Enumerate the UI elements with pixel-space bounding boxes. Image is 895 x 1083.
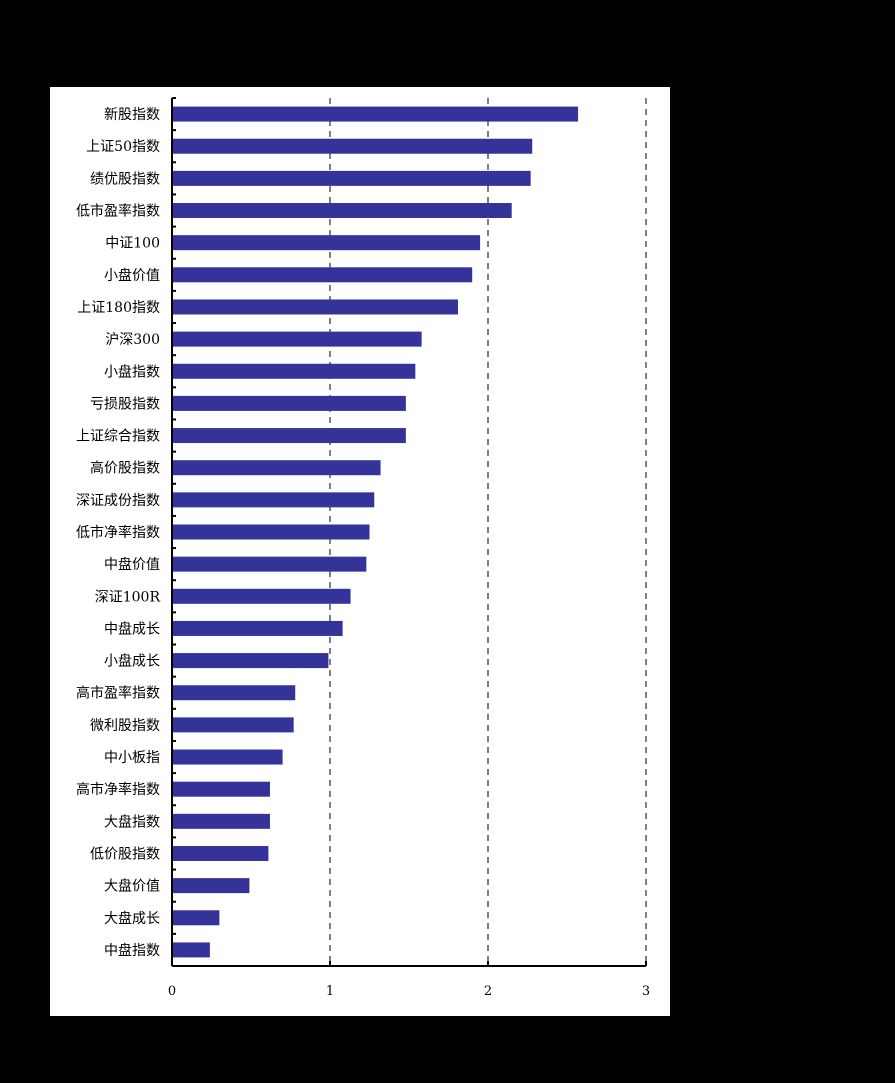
category-label: 上证综合指数 [76, 429, 160, 445]
category-label: 小盘成长 [104, 653, 160, 670]
chart-plot-area: 新股指数上证50指数 绩优股指数低市盈率指数中证100 小盘价值上证180指数沪深3… [50, 87, 670, 1016]
bar [172, 588, 351, 604]
bar [172, 717, 294, 733]
x-tick-label: 2 [484, 984, 492, 999]
category-label: 新股指数 [104, 107, 160, 123]
bar [172, 299, 458, 315]
bar [172, 749, 283, 765]
x-tick-label: 0 [168, 984, 176, 999]
x-tick-label: 1 [326, 984, 334, 999]
category-label: 低市净率指数 [76, 524, 160, 541]
category-label: 大盘成长 [104, 910, 160, 927]
category-label: 低市盈率指数 [76, 203, 160, 220]
category-label: 上证180指数 [77, 300, 160, 316]
category-label: 中盘成长 [104, 620, 160, 637]
bar [172, 910, 220, 926]
category-label: 中盘价值 [104, 556, 160, 573]
bar [172, 203, 512, 219]
category-label: 大盘价值 [104, 878, 160, 895]
category-label: 深证成份指数 [76, 493, 160, 509]
x-tick-label: 3 [642, 984, 650, 999]
category-label: 上证50指数 [86, 139, 160, 155]
bar [172, 942, 210, 958]
bar [172, 267, 473, 283]
category-label: 高市盈率指数 [76, 685, 160, 702]
category-label: 大盘指数 [104, 813, 160, 830]
bar [172, 235, 481, 251]
category-label: 小盘指数 [104, 363, 160, 380]
bar [172, 620, 343, 636]
bar [172, 170, 531, 186]
bar [172, 106, 579, 122]
bar [172, 492, 375, 508]
bar [172, 556, 367, 572]
category-label: 中盘指数 [104, 942, 160, 959]
category-label: 高市净率指数 [76, 781, 160, 798]
category-label: 深证100R [95, 589, 161, 605]
bar [172, 685, 296, 701]
bar [172, 781, 270, 797]
bar [172, 653, 329, 669]
category-label: 低价股指数 [90, 846, 160, 862]
bar [172, 363, 416, 379]
bar [172, 845, 269, 861]
bar [172, 138, 533, 154]
bar [172, 524, 370, 540]
category-label: 沪深300 [105, 332, 160, 348]
category-label: 小盘价值 [104, 267, 160, 284]
category-label: 亏损股指数 [90, 396, 160, 412]
category-label: 中证100 [105, 236, 160, 252]
bar [172, 331, 422, 347]
category-label: 高价股指数 [90, 460, 160, 477]
bar [172, 813, 270, 829]
bar [172, 878, 250, 894]
category-label: 中小板指 [104, 750, 160, 766]
bar [172, 395, 406, 411]
category-label: 绩优股指数 [90, 171, 160, 187]
bar [172, 460, 381, 476]
bar [172, 428, 406, 444]
category-label: 微利股指数 [90, 718, 160, 734]
